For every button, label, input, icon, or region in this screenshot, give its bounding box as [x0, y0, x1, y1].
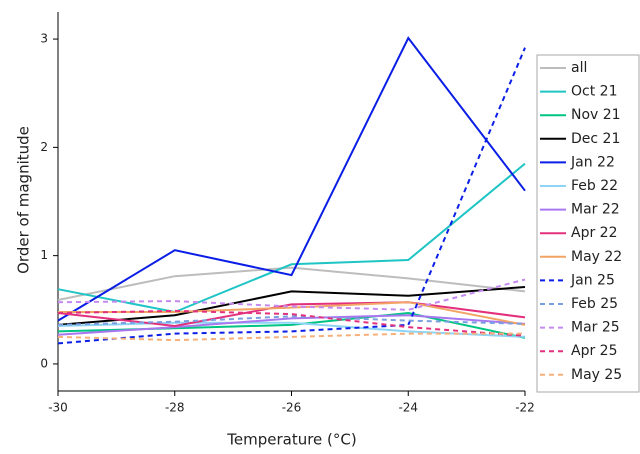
- y-axis-label: Order of magnitude: [15, 126, 33, 274]
- legend-label: Jan 25: [570, 272, 615, 288]
- x-tick-label: -28: [165, 401, 185, 415]
- x-axis-label: Temperature (°C): [226, 431, 356, 449]
- legend-label: Dec 21: [571, 131, 620, 147]
- y-tick-label: 2: [40, 140, 48, 154]
- series-line: [57, 36, 526, 322]
- series-line: [57, 47, 526, 345]
- x-tick-label: -30: [48, 401, 68, 415]
- series-line: [57, 162, 526, 314]
- legend-label: May 25: [571, 367, 622, 383]
- series-line: [57, 266, 526, 301]
- y-tick-label: 3: [40, 32, 48, 46]
- legend-label: all: [571, 60, 587, 76]
- legend-label: Mar 22: [571, 202, 620, 218]
- x-tick-label: -26: [282, 401, 302, 415]
- series-line: [57, 314, 526, 336]
- legend-label: Feb 25: [571, 296, 618, 312]
- legend-label: Feb 22: [571, 178, 618, 194]
- legend-label: Nov 21: [571, 107, 621, 123]
- legend-label: Jan 22: [570, 154, 615, 170]
- series-line: [57, 309, 526, 337]
- legend-label: Mar 25: [571, 320, 620, 336]
- x-tick-label: -24: [398, 401, 418, 415]
- legend-label: Apr 25: [571, 343, 617, 359]
- series-line: [57, 286, 526, 326]
- series-line: [57, 301, 526, 328]
- series-line: [57, 315, 526, 326]
- series-line: [57, 278, 526, 311]
- legend-label: May 22: [571, 249, 622, 265]
- y-tick-label: 0: [40, 356, 48, 370]
- series-line: [58, 301, 526, 326]
- legend-label: Apr 22: [571, 225, 617, 241]
- x-tick-label: -22: [515, 401, 535, 415]
- series-line: [57, 332, 525, 342]
- y-tick-label: 1: [40, 248, 48, 262]
- legend-label: Oct 21: [571, 84, 617, 100]
- legend: [536, 54, 640, 393]
